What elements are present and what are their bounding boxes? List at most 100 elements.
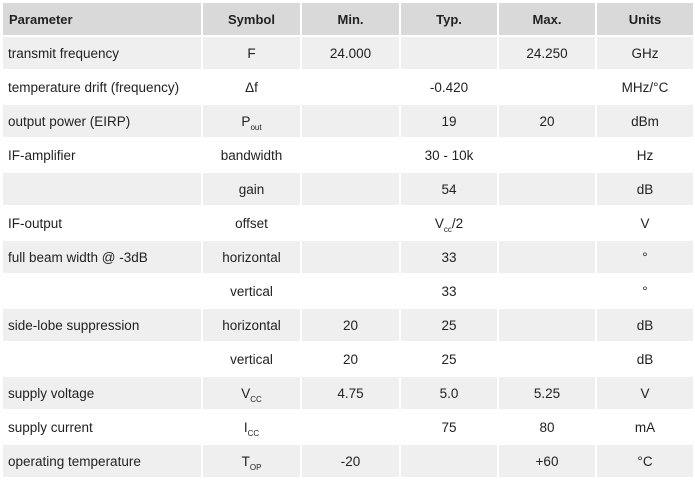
cell-symbol: ICC xyxy=(203,411,300,443)
cell-parameter: IF-output xyxy=(3,207,201,239)
cell-symbol: VCC xyxy=(203,377,300,409)
header-row: Parameter Symbol Min. Typ. Max. Units xyxy=(3,3,693,35)
header-typ: Typ. xyxy=(401,3,497,35)
cell-typ: 19 xyxy=(401,105,497,137)
symbol-base: P xyxy=(241,113,251,129)
table-row: side-lobe suppression horizontal 20 25 d… xyxy=(3,309,693,341)
cell-symbol: F xyxy=(203,37,300,69)
cell-max xyxy=(499,343,595,375)
cell-units: V xyxy=(597,207,693,239)
cell-parameter xyxy=(3,275,201,307)
cell-symbol: horizontal xyxy=(203,241,300,273)
cell-parameter xyxy=(3,343,201,375)
table-row: vertical 20 25 dB xyxy=(3,343,693,375)
cell-symbol: Pout xyxy=(203,105,300,137)
table-row: transmit frequency F 24.000 24.250 GHz xyxy=(3,37,693,69)
cell-typ: -0.420 xyxy=(401,71,497,103)
symbol-subscript: out xyxy=(250,122,262,132)
cell-max xyxy=(499,71,595,103)
cell-symbol: bandwidth xyxy=(203,139,300,171)
cell-parameter: full beam width @ -3dB xyxy=(3,241,201,273)
table-row: temperature drift (frequency) Δf -0.420 … xyxy=(3,71,693,103)
cell-typ: 33 xyxy=(401,241,497,273)
cell-parameter: temperature drift (frequency) xyxy=(3,71,201,103)
cell-parameter: operating temperature xyxy=(3,445,201,477)
cell-units: Hz xyxy=(597,139,693,171)
cell-units: V xyxy=(597,377,693,409)
cell-max xyxy=(499,173,595,205)
cell-units: MHz/°C xyxy=(597,71,693,103)
symbol-subscript: OP xyxy=(249,462,262,472)
cell-parameter: supply voltage xyxy=(3,377,201,409)
cell-symbol: vertical xyxy=(203,343,300,375)
cell-symbol: vertical xyxy=(203,275,300,307)
table-row: supply voltage VCC 4.75 5.0 5.25 V xyxy=(3,377,693,409)
cell-max: 24.250 xyxy=(499,37,595,69)
header-symbol: Symbol xyxy=(203,3,300,35)
table-row: IF-output offset Vcc/2 V xyxy=(3,207,693,239)
cell-typ: 25 xyxy=(401,343,497,375)
cell-min xyxy=(302,411,399,443)
cell-units: mA xyxy=(597,411,693,443)
cell-typ: 54 xyxy=(401,173,497,205)
symbol-base: I xyxy=(243,419,248,435)
typ-suffix: /2 xyxy=(451,215,464,231)
table-row: vertical 33 ° xyxy=(3,275,693,307)
cell-max xyxy=(499,207,595,239)
cell-units: dB xyxy=(597,309,693,341)
cell-max xyxy=(499,309,595,341)
header-parameter: Parameter xyxy=(3,3,201,35)
table-row: gain 54 dB xyxy=(3,173,693,205)
cell-parameter xyxy=(3,173,201,205)
cell-max: 20 xyxy=(499,105,595,137)
table-row: IF-amplifier bandwidth 30 - 10k Hz xyxy=(3,139,693,171)
cell-units: dB xyxy=(597,173,693,205)
cell-parameter: supply current xyxy=(3,411,201,443)
cell-symbol: Δf xyxy=(203,71,300,103)
cell-parameter: output power (EIRP) xyxy=(3,105,201,137)
cell-min: 24.000 xyxy=(302,37,399,69)
cell-parameter: IF-amplifier xyxy=(3,139,201,171)
cell-max xyxy=(499,241,595,273)
cell-min: 20 xyxy=(302,343,399,375)
cell-min xyxy=(302,105,399,137)
header-max: Max. xyxy=(499,3,595,35)
cell-max xyxy=(499,139,595,171)
cell-min xyxy=(302,139,399,171)
cell-typ: 25 xyxy=(401,309,497,341)
symbol-base: V xyxy=(241,385,251,401)
symbol-base: T xyxy=(241,453,250,469)
symbol-subscript: CC xyxy=(250,394,262,404)
cell-max xyxy=(499,275,595,307)
cell-units: °C xyxy=(597,445,693,477)
cell-max: 80 xyxy=(499,411,595,443)
typ-subscript: cc xyxy=(443,224,452,234)
cell-typ: 5.0 xyxy=(401,377,497,409)
header-units: Units xyxy=(597,3,693,35)
cell-min xyxy=(302,207,399,239)
cell-min xyxy=(302,241,399,273)
cell-parameter: transmit frequency xyxy=(3,37,201,69)
typ-base: V xyxy=(434,215,444,231)
cell-min xyxy=(302,173,399,205)
cell-min xyxy=(302,71,399,103)
header-min: Min. xyxy=(302,3,399,35)
cell-symbol: horizontal xyxy=(203,309,300,341)
cell-symbol: offset xyxy=(203,207,300,239)
cell-symbol: gain xyxy=(203,173,300,205)
cell-units: ° xyxy=(597,241,693,273)
cell-symbol: TOP xyxy=(203,445,300,477)
cell-units: dB xyxy=(597,343,693,375)
table-row: operating temperature TOP -20 +60 °C xyxy=(3,445,693,477)
cell-typ xyxy=(401,445,497,477)
cell-min xyxy=(302,275,399,307)
cell-units: GHz xyxy=(597,37,693,69)
cell-typ: 75 xyxy=(401,411,497,443)
cell-typ: 30 - 10k xyxy=(401,139,497,171)
cell-typ xyxy=(401,37,497,69)
cell-units: dBm xyxy=(597,105,693,137)
cell-min: 4.75 xyxy=(302,377,399,409)
cell-parameter: side-lobe suppression xyxy=(3,309,201,341)
table-row: output power (EIRP) Pout 19 20 dBm xyxy=(3,105,693,137)
